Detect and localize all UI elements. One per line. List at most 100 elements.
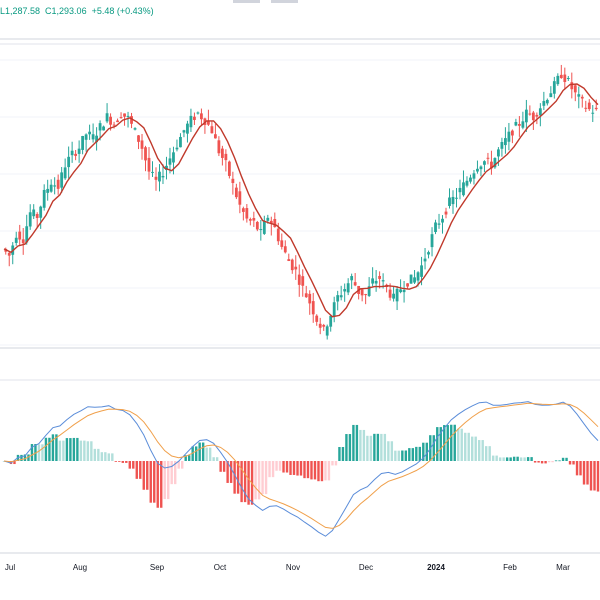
candle-body	[207, 120, 210, 125]
histogram-bar	[502, 457, 505, 461]
histogram-bar	[191, 446, 194, 461]
candle-body	[469, 177, 472, 182]
candle-body	[490, 161, 493, 169]
candle-body	[266, 217, 270, 221]
histogram-bar	[464, 432, 467, 461]
histogram-bar	[194, 446, 198, 461]
candle-body	[566, 77, 570, 79]
candle-body	[580, 96, 584, 99]
candle-body	[451, 196, 455, 205]
histogram-bar	[467, 432, 470, 461]
histogram-bar	[446, 425, 449, 461]
candle-body	[53, 185, 57, 187]
candle-body	[130, 116, 133, 124]
x-tick-label: Oct	[214, 563, 227, 572]
histogram-bar	[341, 447, 345, 461]
histogram-bar	[48, 437, 51, 461]
histogram-bar	[540, 461, 544, 464]
histogram-bar	[233, 461, 236, 494]
candle-body	[304, 293, 308, 298]
histogram-bar	[488, 446, 491, 461]
grid	[0, 59, 600, 346]
candle-body	[186, 123, 189, 134]
histogram-bar	[261, 461, 264, 495]
header-tab-indicator	[233, 0, 260, 3]
histogram-bar	[55, 434, 58, 461]
candle-body	[493, 158, 497, 168]
candle-body	[409, 274, 413, 284]
histogram-bar	[303, 461, 306, 479]
histogram-bar	[572, 461, 575, 465]
histogram-bar	[432, 435, 435, 461]
candle-body	[563, 74, 567, 82]
histogram-bar	[236, 461, 240, 494]
histogram-bar	[439, 427, 442, 461]
candle-body	[161, 175, 165, 178]
candle-body	[255, 221, 259, 230]
histogram-bar	[198, 442, 201, 461]
histogram-bar	[453, 424, 456, 461]
histogram-bar	[526, 457, 530, 461]
histogram-bar	[478, 440, 481, 461]
macd-line	[3, 401, 599, 537]
histogram-bar	[394, 450, 397, 461]
candle-body	[343, 289, 347, 292]
histogram-bar	[408, 448, 411, 461]
histogram-bar	[222, 461, 226, 472]
histogram-bar	[201, 442, 205, 461]
candle-body	[371, 278, 375, 284]
candle-body	[123, 113, 126, 117]
histogram-bar	[51, 434, 55, 461]
candle-body	[67, 156, 71, 168]
histogram-bar	[167, 461, 170, 500]
candle-body	[287, 259, 291, 262]
candle-body	[245, 208, 249, 219]
x-tick-label: Mar	[556, 563, 570, 572]
candle-body	[224, 153, 228, 161]
histogram-bar	[415, 446, 418, 461]
histogram-bar	[491, 455, 495, 461]
candle-body	[538, 108, 542, 116]
candle-body	[510, 130, 514, 136]
histogram-bar	[436, 427, 439, 461]
ohlc-readout: L1,287.58 C1,293.06 +5.48 (+0.43%)	[0, 6, 154, 16]
histogram-bar	[128, 461, 131, 469]
candle-body	[283, 246, 287, 253]
header-tab-indicator-2	[271, 0, 298, 3]
candle-body	[91, 134, 95, 140]
histogram-bar	[229, 461, 233, 483]
histogram-bar	[331, 461, 334, 466]
candle-body	[280, 240, 284, 247]
histogram-bar	[327, 461, 331, 481]
candle-body	[290, 259, 294, 271]
time-axis[interactable]: Jul Aug Sep Oct Nov Dec 2024 Feb Mar	[5, 563, 570, 572]
candle-body	[301, 276, 305, 286]
candle-body	[458, 187, 462, 193]
candle-body	[294, 266, 298, 270]
candle-body	[189, 115, 193, 128]
candle-body	[154, 176, 158, 180]
histogram-bar	[187, 455, 191, 461]
candle-body	[168, 158, 172, 165]
histogram-bar	[533, 461, 537, 463]
candle-body	[133, 128, 137, 130]
candle-body	[479, 166, 483, 170]
candle-body	[521, 121, 525, 128]
candle-body	[350, 276, 354, 281]
histogram-bar	[345, 434, 348, 461]
histogram-bar	[271, 461, 275, 478]
candle-body	[220, 148, 224, 158]
candle-body	[476, 168, 479, 172]
candle-body	[318, 323, 322, 328]
candle-body	[39, 206, 43, 218]
histogram-bar	[530, 457, 533, 461]
histogram-bar	[495, 455, 498, 461]
candle-body	[332, 302, 336, 317]
candle-body	[325, 326, 329, 336]
candle-body	[248, 219, 252, 221]
histogram-bar	[575, 461, 579, 476]
candle-body	[196, 112, 200, 114]
candle-body	[179, 136, 182, 148]
candle-body	[577, 94, 581, 97]
